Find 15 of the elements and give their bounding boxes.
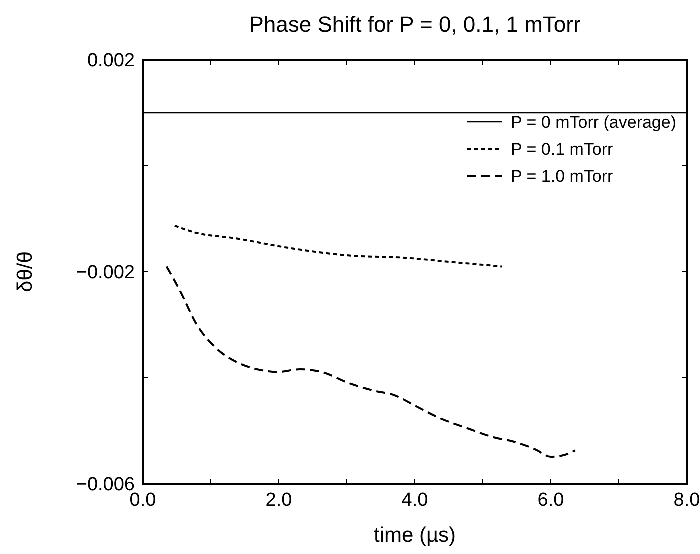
legend-label: P = 1.0 mTorr	[511, 166, 614, 186]
x-tick-label: 8.0	[674, 490, 700, 511]
x-tick-label: 2.0	[266, 490, 292, 511]
x-tick-label: 6.0	[538, 490, 564, 511]
legend-label: P = 0 mTorr (average)	[511, 112, 677, 132]
x-tick-label: 0.0	[130, 490, 156, 511]
line-series	[174, 224, 504, 268]
line-series	[166, 266, 576, 458]
x-axis-title: time (µs)	[374, 524, 456, 547]
x-tick-label: 4.0	[402, 490, 428, 511]
y-axis-title: δθ/θ	[14, 252, 37, 292]
chart-title: Phase Shift for P = 0, 0.1, 1 mTorr	[249, 12, 581, 37]
legend-label: P = 0.1 mTorr	[511, 140, 614, 159]
y-tick-label: 0.002	[87, 50, 135, 72]
y-tick-label: −0.002	[76, 262, 135, 284]
